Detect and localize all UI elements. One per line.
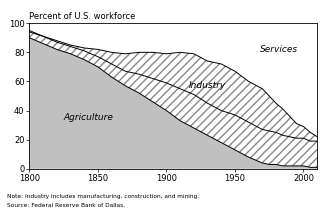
Text: Services: Services [260,45,298,54]
Text: Note: Industry includes manufacturing, construction, and mining.: Note: Industry includes manufacturing, c… [7,194,199,199]
Text: Source: Federal Reserve Bank of Dallas.: Source: Federal Reserve Bank of Dallas. [7,203,125,208]
Text: Agriculture: Agriculture [63,113,113,122]
Text: Percent of U.S. workforce: Percent of U.S. workforce [29,12,136,21]
Text: Industry: Industry [189,81,226,90]
